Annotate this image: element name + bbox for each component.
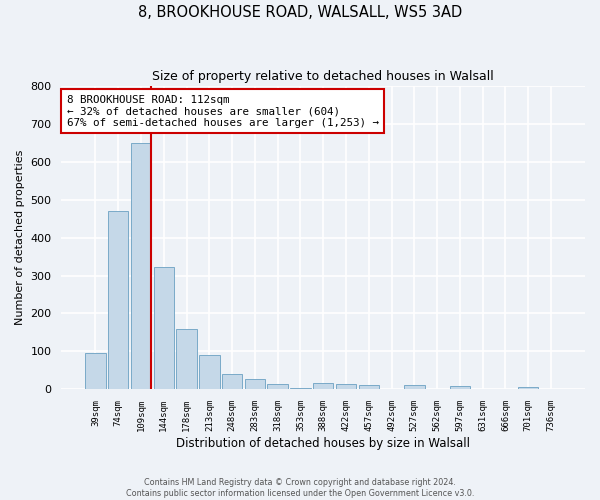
Bar [336,384,356,390]
Title: Size of property relative to detached houses in Walsall: Size of property relative to detached ho… [152,70,494,83]
Bar [290,388,311,390]
Bar [381,388,402,390]
Bar [222,374,242,390]
Bar [245,379,265,390]
Bar [313,382,334,390]
Text: Contains HM Land Registry data © Crown copyright and database right 2024.
Contai: Contains HM Land Registry data © Crown c… [126,478,474,498]
Y-axis label: Number of detached properties: Number of detached properties [15,150,25,325]
X-axis label: Distribution of detached houses by size in Walsall: Distribution of detached houses by size … [176,437,470,450]
Bar [176,328,197,390]
Bar [359,384,379,390]
Bar [131,144,151,390]
Bar [518,387,538,390]
Bar [199,356,220,390]
Text: 8, BROOKHOUSE ROAD, WALSALL, WS5 3AD: 8, BROOKHOUSE ROAD, WALSALL, WS5 3AD [138,5,462,20]
Bar [154,267,174,390]
Text: 8 BROOKHOUSE ROAD: 112sqm
← 32% of detached houses are smaller (604)
67% of semi: 8 BROOKHOUSE ROAD: 112sqm ← 32% of detac… [67,94,379,128]
Bar [85,354,106,390]
Bar [449,386,470,390]
Bar [108,211,128,390]
Bar [404,384,425,390]
Bar [472,388,493,390]
Bar [495,388,515,390]
Bar [541,388,561,390]
Bar [427,388,448,390]
Bar [268,384,288,390]
